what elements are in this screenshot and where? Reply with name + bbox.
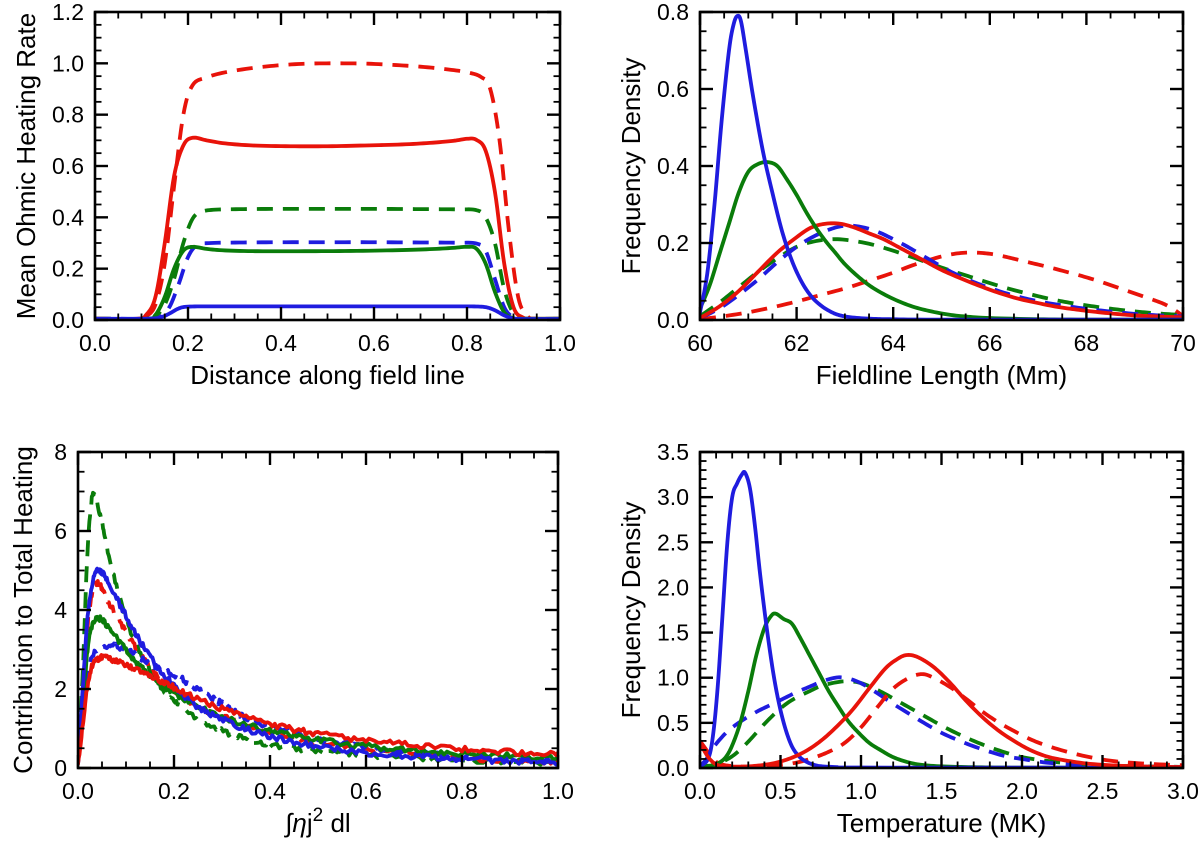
y-tick-label: 0.8: [52, 102, 84, 128]
x-tick-label: 1.0: [845, 778, 877, 804]
y-tick-label: 8: [54, 439, 67, 465]
series-green-solid: [699, 160, 1184, 321]
y-tick-label: 3.0: [657, 484, 689, 510]
y-tick-label: 4: [54, 597, 67, 623]
series-green-solid: [94, 244, 561, 321]
y-tick-label: 0.0: [52, 307, 84, 333]
y-tick-label: 0.2: [52, 256, 84, 282]
x-tick-label: 1.0: [542, 778, 574, 804]
x-tick-label: 2.5: [1087, 778, 1119, 804]
y-tick-label: 0.2: [657, 230, 689, 256]
series-green-solid: [77, 614, 559, 764]
y-axis-title: Mean Ohmic Heating Rate: [11, 13, 41, 319]
x-tick-label: 0.0: [684, 778, 716, 804]
y-tick-label: 0: [54, 755, 67, 781]
series-blue-dashed: [94, 240, 561, 321]
series-red-solid: [699, 221, 1184, 320]
series-green-dashed: [94, 206, 561, 321]
series-blue-solid: [699, 469, 1184, 769]
y-tick-label: 0.8: [657, 0, 689, 25]
x-tick-label: 0.5: [765, 778, 797, 804]
plot-frame: [698, 450, 1185, 770]
axes-ticks: 0.0 0.2 0.4 0.6 0.8 1.0 0.0 0.2 0.4 0.6 0.8 1.0 1.2: [52, 0, 576, 356]
y-tick-label: 2.0: [657, 574, 689, 600]
series-red-dashed: [699, 250, 1184, 321]
series-blue-solid: [94, 304, 561, 321]
series-group: [94, 61, 561, 321]
series-blue-solid: [699, 13, 1184, 321]
y-tick-label: 0.6: [657, 76, 689, 102]
series-group: [699, 469, 1184, 769]
y-axis-title: Frequency Density: [616, 58, 646, 275]
plot-frame: [76, 450, 560, 770]
y-tick-label: 0.4: [657, 153, 689, 179]
x-tick-label: 0.2: [172, 330, 204, 356]
x-tick-label: 62: [784, 330, 810, 356]
x-tick-label: 2.0: [1006, 778, 1038, 804]
x-tick-label: 70: [1170, 330, 1196, 356]
x-axis-title: ∫ηj2 dl: [283, 805, 350, 838]
x-axis-title: Distance along field line: [190, 360, 465, 390]
x-tick-label: 64: [880, 330, 906, 356]
axes-ticks: 0.0 0.5 1.0 1.5 2.0 2.5 3.0 0.0 0.5 1.0 1.5 2.0 2.5 3…: [657, 439, 1199, 804]
x-tick-label: 0.8: [451, 330, 483, 356]
series-blue-solid: [77, 566, 559, 767]
y-tick-label: 0.5: [657, 710, 689, 736]
y-tick-label: 1.2: [52, 0, 84, 25]
panel-contribution-total-heating: 0.0 0.2 0.4 0.6 0.8 1.0 0 2 4 6 8 ∫ηj2 dl Contributi…: [8, 439, 574, 838]
series-green-dashed: [699, 679, 1184, 769]
series-green-dashed: [699, 237, 1184, 318]
x-tick-label: 0.6: [358, 330, 390, 356]
y-tick-label: 0.0: [657, 307, 689, 333]
x-axis-title: Temperature (MK): [837, 808, 1047, 838]
y-tick-label: 1.5: [657, 620, 689, 646]
x-tick-label: 0.8: [446, 778, 478, 804]
axes-ticks: 0.0 0.2 0.4 0.6 0.8 1.0 0 2 4 6 8: [54, 439, 574, 804]
y-tick-label: 2.5: [657, 529, 689, 555]
y-tick-label: 3.5: [657, 439, 689, 465]
x-tick-label: 68: [1074, 330, 1100, 356]
series-red-solid: [699, 653, 1184, 769]
series-red-solid: [77, 653, 559, 766]
y-tick-label: 2: [54, 676, 67, 702]
x-tick-label: 3.0: [1167, 778, 1199, 804]
series-blue-dashed: [699, 223, 1184, 320]
series-blue-dashed: [699, 675, 1184, 769]
panel-mean-ohmic-heating-rate: 0.0 0.2 0.4 0.6 0.8 1.0 0.0 0.2 0.4 0.6 0.8 1.0 1.2 D…: [11, 0, 576, 390]
x-tick-label: 66: [977, 330, 1003, 356]
y-tick-label: 1.0: [52, 50, 84, 76]
x-tick-label: 0.6: [350, 778, 382, 804]
panel-temperature-distribution: 0.0 0.5 1.0 1.5 2.0 2.5 3.0 0.0 0.5 1.0 1.5 2.0 2.5 3…: [616, 439, 1199, 838]
y-axis-title: Frequency Density: [616, 502, 646, 719]
series-red-dashed: [699, 672, 1184, 769]
x-tick-label: 0.0: [62, 778, 94, 804]
plot-frame: [698, 10, 1185, 322]
x-tick-label: 0.4: [254, 778, 286, 804]
panel-fieldline-length-distribution: 60 62 64 66 68 70 0.0 0.2 0.4 0.6 0.8 Fieldline Len…: [616, 0, 1196, 390]
x-tick-label: 0.2: [158, 778, 190, 804]
y-tick-label: 0.4: [52, 204, 84, 230]
y-tick-label: 0.0: [657, 755, 689, 781]
series-group: [699, 13, 1184, 321]
x-tick-label: 0.4: [265, 330, 297, 356]
x-tick-label: 1.0: [544, 330, 576, 356]
series-green-dashed: [77, 490, 559, 767]
x-tick-label: 60: [687, 330, 713, 356]
y-tick-label: 6: [54, 518, 67, 544]
series-red-solid: [94, 135, 561, 321]
series-green-solid: [699, 611, 1184, 769]
series-red-dashed: [94, 61, 561, 321]
y-tick-label: 1.0: [657, 665, 689, 691]
x-tick-label: 1.5: [926, 778, 958, 804]
y-axis-title: Contribution to Total Heating: [8, 446, 38, 774]
y-tick-label: 0.6: [52, 153, 84, 179]
x-axis-title: Fieldline Length (Mm): [816, 360, 1067, 390]
series-group: [77, 490, 559, 767]
x-tick-label: 0.0: [79, 330, 111, 356]
axes-ticks: 60 62 64 66 68 70 0.0 0.2 0.4 0.6 0.8: [657, 0, 1196, 356]
